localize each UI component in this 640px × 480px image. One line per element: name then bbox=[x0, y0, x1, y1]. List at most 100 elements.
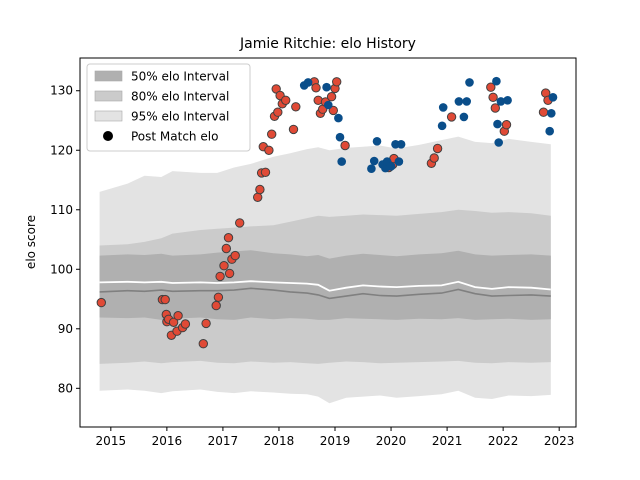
win-point bbox=[213, 292, 224, 302]
loss-point bbox=[322, 82, 331, 92]
win-point bbox=[224, 268, 235, 279]
win-point bbox=[160, 294, 170, 305]
loss-point bbox=[335, 132, 345, 142]
y-tick-label: 100 bbox=[50, 262, 73, 276]
loss-point bbox=[303, 78, 313, 87]
win-point bbox=[264, 145, 274, 156]
loss-point bbox=[496, 97, 506, 106]
chart-title: Jamie Ritchie: elo History bbox=[239, 36, 416, 52]
win-point bbox=[255, 184, 265, 195]
win-point bbox=[488, 92, 498, 103]
loss-point bbox=[334, 113, 343, 123]
win-point bbox=[173, 311, 183, 321]
y-tick-label: 120 bbox=[50, 143, 73, 157]
win-point bbox=[429, 153, 439, 163]
loss-point bbox=[462, 97, 472, 106]
win-point bbox=[230, 250, 240, 261]
loss-point bbox=[548, 93, 558, 102]
y-tick-label: 80 bbox=[58, 381, 73, 395]
win-point bbox=[281, 95, 291, 106]
loss-point bbox=[337, 157, 347, 166]
loss-point bbox=[503, 96, 512, 105]
win-point bbox=[332, 77, 342, 87]
loss-point bbox=[545, 126, 554, 136]
legend-swatch bbox=[94, 110, 123, 122]
median-elo-line bbox=[99, 280, 551, 292]
win-point bbox=[326, 92, 337, 102]
y-tick-label: 130 bbox=[50, 84, 73, 98]
win-point bbox=[432, 143, 443, 154]
loss-point bbox=[369, 156, 379, 166]
loss-point bbox=[465, 78, 474, 87]
x-axis: 2015 2016 2017 2018 2019 2020 2021 2022 2023 bbox=[96, 427, 575, 448]
y-tick-label: 90 bbox=[58, 322, 73, 336]
win-point bbox=[291, 102, 301, 112]
band-50 bbox=[99, 250, 551, 320]
win-point bbox=[211, 300, 221, 311]
legend-label: Post Match elo bbox=[131, 130, 218, 144]
legend-label: 80% elo Interval bbox=[131, 90, 229, 104]
loss-point bbox=[437, 121, 447, 131]
x-tick-label: 2023 bbox=[544, 434, 575, 448]
loss-point bbox=[367, 164, 376, 173]
legend-swatch bbox=[94, 90, 123, 102]
win-point bbox=[201, 318, 211, 329]
win-point bbox=[235, 218, 245, 228]
win-point bbox=[486, 82, 496, 92]
x-tick-label: 2018 bbox=[264, 434, 295, 448]
legend-frame bbox=[86, 63, 251, 152]
x-tick-label: 2019 bbox=[320, 434, 351, 448]
elo-central-lines bbox=[99, 280, 551, 300]
legend-swatch bbox=[94, 70, 123, 82]
legend-label: 95% elo Interval bbox=[131, 110, 229, 124]
loss-point bbox=[454, 97, 464, 106]
loss-point bbox=[372, 137, 382, 146]
x-tick-label: 2016 bbox=[152, 434, 183, 448]
legend-label: 50% elo Interval bbox=[131, 70, 229, 84]
x-tick-label: 2015 bbox=[96, 434, 127, 448]
y-axis: 80 90 100 110 120 130 bbox=[50, 84, 80, 395]
y-axis-title: elo score bbox=[24, 215, 38, 269]
win-point bbox=[490, 103, 500, 113]
elo-interval-bands bbox=[99, 136, 551, 404]
loss-point bbox=[438, 103, 448, 112]
win-point bbox=[168, 317, 179, 327]
x-tick-label: 2017 bbox=[208, 434, 239, 448]
win-point bbox=[253, 192, 263, 203]
loss-point bbox=[547, 109, 556, 118]
win-point bbox=[260, 167, 271, 178]
legend: 50% elo Interval 80% elo Interval 95% elo … bbox=[86, 63, 251, 152]
win-point bbox=[267, 129, 277, 139]
win-point bbox=[273, 107, 283, 117]
loss-point bbox=[493, 119, 502, 129]
loss-point bbox=[386, 162, 396, 171]
win-point bbox=[446, 112, 457, 122]
win-point bbox=[288, 124, 299, 135]
x-tick-label: 2021 bbox=[432, 434, 463, 448]
legend-marker bbox=[103, 131, 113, 141]
win-point bbox=[538, 107, 549, 117]
win-point bbox=[219, 261, 229, 271]
loss-point bbox=[459, 112, 469, 122]
win-point bbox=[501, 120, 512, 130]
plot-frame bbox=[79, 57, 577, 428]
x-tick-label: 2020 bbox=[376, 434, 407, 448]
x-tick-label: 2022 bbox=[488, 434, 519, 448]
win-point bbox=[96, 297, 107, 308]
loss-point bbox=[324, 100, 333, 110]
win-point bbox=[215, 271, 225, 282]
win-point bbox=[198, 339, 209, 349]
win-point bbox=[221, 243, 232, 254]
win-point bbox=[223, 233, 234, 243]
mean-elo-line bbox=[99, 287, 551, 300]
loss-point bbox=[494, 138, 504, 147]
loss-point bbox=[492, 76, 501, 86]
post-match-elo-points bbox=[96, 76, 558, 349]
win-point bbox=[328, 105, 338, 116]
y-tick-label: 110 bbox=[50, 203, 73, 217]
loss-point bbox=[396, 140, 406, 149]
win-point bbox=[311, 83, 321, 93]
win-point bbox=[180, 319, 191, 329]
loss-point bbox=[394, 157, 404, 166]
